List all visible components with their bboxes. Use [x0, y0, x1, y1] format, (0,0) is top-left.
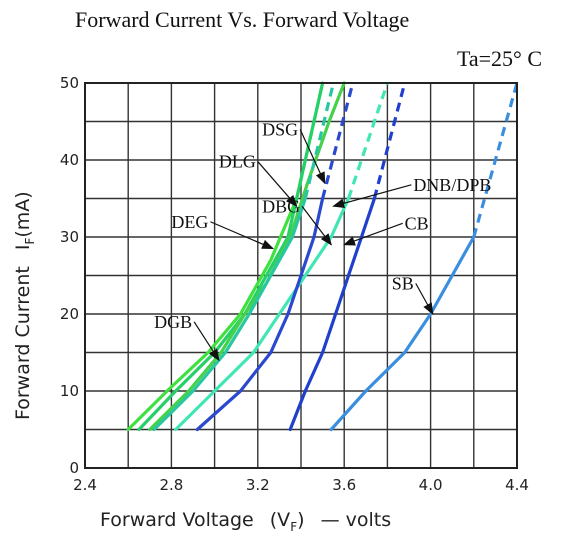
y-tick-label: 10	[60, 382, 79, 400]
series-line-dsg	[152, 196, 307, 432]
y-axis-label-unit: (mA)	[12, 191, 34, 237]
temperature-condition: Ta=25° C	[457, 46, 542, 71]
x-tick-label: 2.4	[73, 476, 97, 494]
y-tick-label: 40	[60, 151, 79, 169]
y-axis-label-sub: F	[23, 238, 37, 245]
series-line-cb	[288, 196, 376, 432]
y-axis-label: Forward Current IF(mA)	[12, 191, 37, 420]
leader-arrow-deg	[210, 221, 275, 250]
axis-ticks: 2.4 2.8 3.2 3.6 4.0 4.4 0 10 20 30 40 50	[60, 74, 529, 494]
leader-arrow-dnb-dpb	[332, 184, 412, 208]
y-tick-label: 30	[60, 228, 79, 246]
curve-label-dnb-dpb: DNB/DPB	[413, 175, 491, 195]
series-line-dnb-dpb	[195, 196, 325, 432]
series-line-sb	[329, 235, 476, 432]
series-line-cb-dashed	[372, 82, 407, 199]
leader-arrow-dsg	[299, 129, 326, 185]
curve-label-dlg: DLG	[219, 152, 256, 172]
x-axis-label-close: )	[297, 509, 304, 531]
y-tick-label: 0	[69, 459, 79, 477]
chart-title: Forward Current Vs. Forward Voltage	[75, 7, 409, 32]
x-axis-label: Forward Voltage (VF) — volts	[100, 509, 391, 533]
x-tick-label: 2.8	[159, 476, 183, 494]
y-axis-label-main: Forward Current	[12, 266, 34, 420]
plot-frame	[84, 82, 518, 469]
x-axis-label-sub: F	[290, 520, 297, 533]
y-tick-label: 20	[60, 305, 79, 323]
x-tick-label: 4.0	[419, 476, 443, 494]
series-line-dgb	[126, 196, 299, 432]
series-line-dsg-dashed	[303, 82, 335, 199]
series-line-dlg	[148, 81, 346, 432]
curve-label-dbg: DBG	[262, 196, 300, 216]
series-line-sb-dashed	[472, 82, 519, 238]
curve-label-deg: DEG	[171, 212, 208, 232]
y-axis-label-symbol: I	[12, 245, 34, 251]
x-tick-label: 3.6	[332, 476, 356, 494]
curve-label-dsg: DSG	[262, 119, 298, 139]
x-tick-label: 3.2	[246, 476, 270, 494]
x-axis-label-open: (V	[270, 509, 290, 531]
x-axis-label-suffix: — volts	[321, 509, 392, 531]
leader-arrow-cb	[343, 222, 403, 246]
leader-arrow-sb	[415, 283, 434, 316]
curve-label-sb: SB	[392, 273, 414, 293]
curve-label-dgb: DGB	[154, 312, 192, 332]
leader-arrow-dlg	[257, 161, 298, 208]
y-tick-label: 50	[60, 74, 79, 92]
x-tick-label: 4.4	[505, 476, 529, 494]
series-line-dbg-dashed	[346, 82, 389, 200]
curve-label-cb: CB	[405, 213, 429, 233]
curve-annotations: DSG DLG DNB/DPB DBG DEG CB SB DGB	[154, 119, 491, 362]
leader-arrow-dbg	[301, 205, 332, 246]
series-line-deg	[137, 81, 325, 432]
series-line-dnb-dpb-dashed	[321, 82, 355, 199]
iv-curves	[126, 81, 519, 432]
x-axis-label-main: Forward Voltage	[100, 509, 254, 531]
leader-arrow-dgb	[193, 321, 220, 362]
